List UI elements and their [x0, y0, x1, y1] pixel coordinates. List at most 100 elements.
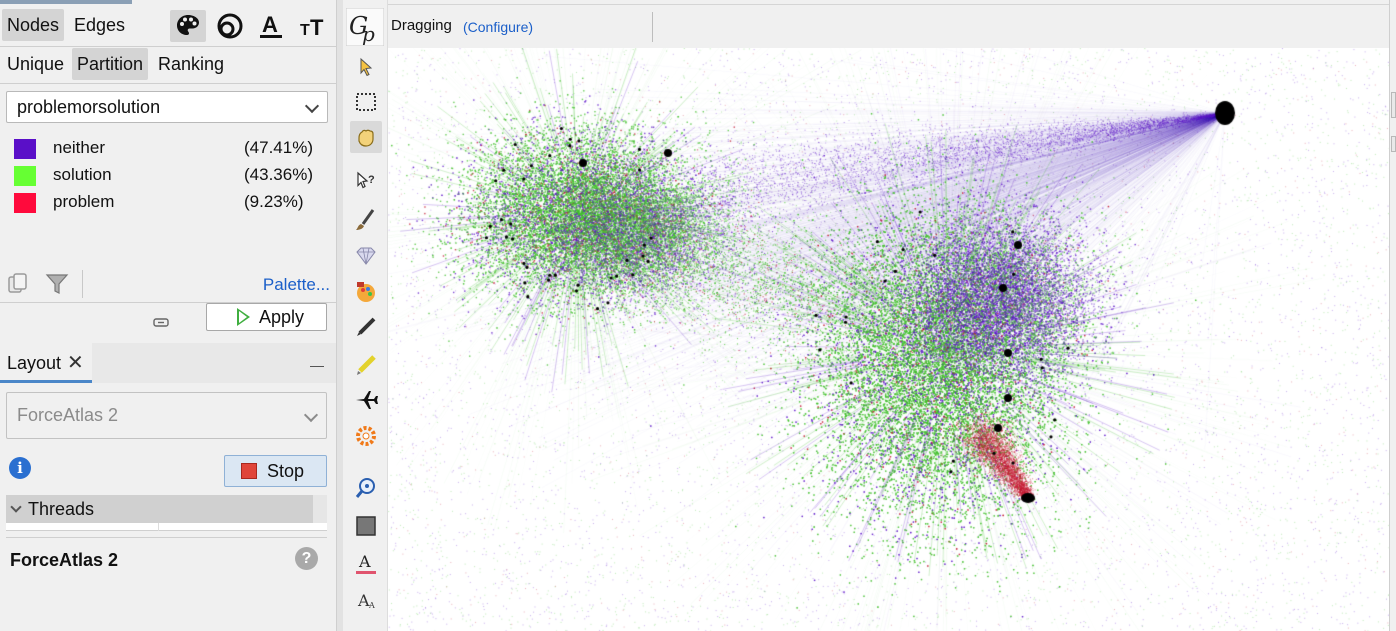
drag-tool[interactable]: [350, 121, 382, 153]
graph-canvas[interactable]: [388, 48, 1389, 631]
palette-icon[interactable]: [170, 10, 206, 42]
divider: [652, 12, 653, 42]
apply-button[interactable]: Apply: [206, 303, 327, 331]
zoom-tool[interactable]: [350, 472, 382, 504]
palette-link[interactable]: Palette...: [262, 275, 330, 294]
layout-tab-label: Layout: [7, 353, 62, 373]
label-color-icon: A: [356, 552, 376, 574]
rectangle-select-tool[interactable]: [350, 86, 382, 118]
tab-layout[interactable]: Layout ✕: [0, 343, 92, 383]
color-swatch[interactable]: [14, 193, 36, 213]
layout-panel-header: Layout ✕: [0, 343, 336, 383]
divider: [388, 4, 1389, 5]
partition-label: solution: [53, 165, 112, 184]
attribute-value: problemorsolution: [17, 97, 161, 117]
chevron-down-icon: [303, 407, 319, 423]
network-graph[interactable]: [388, 48, 1389, 631]
help-icon[interactable]: ?: [295, 547, 318, 570]
select-tool[interactable]: [350, 51, 382, 83]
splitter[interactable]: [336, 0, 343, 631]
tab-unique[interactable]: Unique: [7, 54, 65, 74]
properties-table: [6, 523, 327, 531]
threads-label: Threads: [28, 499, 95, 519]
chevron-down-icon: [10, 501, 22, 513]
pencil-icon: [357, 317, 376, 336]
svg-text:p: p: [362, 22, 375, 46]
partition-item-solution[interactable]: solution (43.36%): [14, 165, 324, 187]
partition-percent: (43.36%): [244, 165, 313, 184]
svg-text:A: A: [262, 12, 278, 37]
tab-edges[interactable]: Edges: [74, 15, 126, 35]
tab-partition[interactable]: Partition: [72, 48, 149, 80]
airplane-tool[interactable]: [350, 384, 382, 416]
minimize-button[interactable]: [310, 366, 324, 367]
size-icon[interactable]: [212, 10, 248, 42]
diamond-icon: [356, 247, 376, 265]
divider: [0, 83, 336, 84]
tab-nodes[interactable]: Nodes: [2, 9, 65, 41]
layout-description-title: ForceAtlas 2: [10, 550, 119, 570]
configure-link[interactable]: (Configure): [463, 19, 534, 35]
partition-percent: (9.23%): [244, 192, 304, 211]
highlighter-tool[interactable]: [350, 349, 382, 381]
background-color-tool[interactable]: [350, 510, 382, 542]
filter-icon[interactable]: [45, 271, 69, 297]
graph-header: [388, 0, 1389, 48]
painter-icon: [357, 282, 375, 302]
brush-icon: [356, 209, 375, 230]
shortest-path-icon: [356, 426, 376, 446]
partition-label: problem: [53, 192, 115, 211]
current-tool-label: Dragging: [391, 17, 452, 34]
attribute-dropdown[interactable]: problemorsolution: [6, 91, 328, 123]
diamond-tool[interactable]: [350, 240, 382, 272]
rectangle-select-icon: [356, 93, 376, 111]
color-swatch[interactable]: [14, 139, 36, 159]
svg-text:A: A: [368, 601, 375, 610]
divider: [82, 270, 83, 298]
svg-text:G: G: [349, 12, 368, 40]
chain-icon[interactable]: [153, 312, 169, 327]
partition-label: neither: [53, 138, 105, 157]
airplane-icon: [356, 391, 378, 409]
threads-property-row[interactable]: Threads: [6, 495, 327, 523]
divider: [0, 46, 336, 47]
edit-node-icon: ?: [357, 171, 375, 189]
partition-item-neither[interactable]: neither (47.41%): [14, 138, 324, 160]
layout-algorithm-dropdown[interactable]: ForceAtlas 2: [6, 392, 327, 439]
partition-percent: (47.41%): [244, 138, 313, 157]
partition-item-problem[interactable]: problem (9.23%): [14, 192, 324, 214]
chevron-down-icon: [304, 98, 320, 114]
scrollbar[interactable]: [313, 495, 327, 523]
panel-top-strip: [0, 0, 132, 4]
stop-icon: [241, 463, 257, 479]
tab-ranking[interactable]: Ranking: [158, 54, 225, 74]
edit-node-tool[interactable]: ?: [350, 166, 382, 198]
label-color-icon[interactable]: A: [253, 10, 289, 42]
brush-tool[interactable]: [350, 204, 382, 236]
info-icon[interactable]: i: [9, 457, 31, 479]
stop-button[interactable]: Stop: [224, 455, 327, 487]
painter-tool[interactable]: [350, 276, 382, 308]
scrollbar[interactable]: [1389, 0, 1396, 631]
apply-label: Apply: [259, 307, 305, 327]
shortest-path-tool[interactable]: [350, 420, 382, 452]
svg-text:A: A: [358, 552, 371, 571]
label-color-tool[interactable]: A: [350, 547, 382, 579]
copy-icon[interactable]: [6, 271, 30, 297]
highlighter-icon: [357, 355, 376, 375]
background-color-icon: [356, 516, 376, 536]
close-icon[interactable]: ✕: [67, 352, 84, 374]
play-icon: [237, 308, 250, 326]
svg-text:?: ?: [368, 174, 375, 186]
drag-hand-icon: [358, 129, 374, 147]
pencil-tool[interactable]: [350, 311, 382, 343]
gephi-logo: G p: [345, 7, 385, 47]
stop-label: Stop: [267, 461, 305, 481]
color-swatch[interactable]: [14, 166, 36, 186]
divider: [0, 302, 336, 303]
divider: [6, 537, 327, 538]
